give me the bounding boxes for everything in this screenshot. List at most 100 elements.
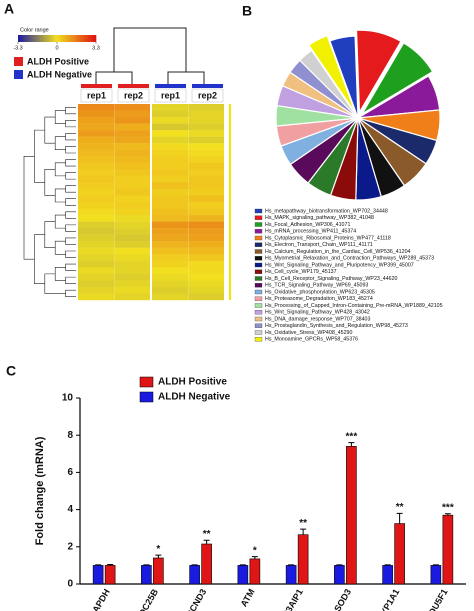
heatmap-cell: [152, 123, 189, 131]
bar: [382, 565, 393, 585]
heatmap-cell: [189, 215, 224, 222]
error-bar: [107, 563, 114, 566]
heatmap-cell: [78, 241, 115, 248]
heatmap-cell: [78, 254, 115, 261]
heatmap-cell: [152, 130, 189, 137]
colorbar-tick-label: -3.3: [13, 45, 22, 51]
row-dendrogram: [65, 263, 76, 271]
y-tick-label: 6: [67, 467, 73, 478]
heatmap-cell: [189, 267, 224, 275]
heatmap-cell: [115, 195, 150, 203]
error-bar: [95, 564, 102, 566]
legend-swatch: [254, 323, 263, 328]
bar: [104, 565, 116, 585]
heatmap-cell: [115, 273, 150, 281]
legend-swatch: [254, 229, 263, 234]
colorbar-cell: [57, 35, 60, 42]
legend-label: Hs_MAPK_signaling_pathway_WP382_41048: [265, 215, 374, 221]
column-label-box: [117, 88, 150, 103]
error-bar: [384, 564, 391, 566]
legend-label: Hs_Wnt_Signaling_Pathway_and_Pluripotenc…: [265, 262, 414, 268]
column-label-box: [80, 88, 113, 103]
heatmap-cell: [189, 202, 224, 209]
column-group-bar: [192, 84, 223, 88]
heatmap-cell: [115, 156, 150, 163]
heatmap-cell: [115, 149, 150, 157]
heatmap-cell: [78, 247, 115, 255]
significance-label: *: [156, 544, 160, 555]
heatmap-cell: [115, 208, 150, 216]
heatmap-cell: [152, 273, 189, 281]
legend-swatch: [139, 376, 154, 388]
heatmap-cell: [189, 149, 224, 157]
y-axis-label: Fold change (mRNA): [34, 436, 46, 545]
column-label: rep2: [124, 90, 143, 100]
colorbar-cell: [92, 35, 95, 42]
heatmap-cell: [78, 143, 115, 150]
heatmap-cell: [115, 241, 150, 248]
heatmap-cell: [78, 208, 115, 216]
colorbar-cell: [41, 35, 44, 42]
heatmap-cell: [152, 215, 189, 222]
row-dendrogram: [44, 169, 56, 196]
heatmap-cell: [152, 280, 189, 288]
legend-label: ALDH Positive: [27, 56, 89, 66]
bar: [141, 565, 152, 585]
colorbar-cell: [82, 35, 85, 42]
colorbar-cell: [21, 35, 25, 42]
heatmap-cell: [189, 169, 224, 177]
heatmap-cell: [115, 130, 150, 137]
pie-slice: [361, 42, 434, 115]
heatmap-cell: [152, 175, 189, 183]
heatmap-cell: [78, 110, 115, 118]
legend-swatch: [14, 70, 23, 79]
heatmap-cell: [152, 149, 189, 157]
heatmap-cell: [189, 208, 224, 216]
heatmap-cell: [152, 241, 189, 248]
error-bar: [155, 554, 162, 558]
colorbar-cell: [43, 35, 46, 42]
legend-swatch: [254, 289, 263, 295]
row-dendrogram: [65, 250, 76, 258]
heatmap-cell: [152, 143, 189, 150]
error-bar: [336, 564, 343, 566]
row-dendrogram: [65, 146, 76, 154]
heatmap-cell: [189, 247, 224, 255]
legend-swatch: [254, 215, 263, 220]
colorbar-cell: [74, 35, 77, 42]
legend-label: Hs_Processing_of_Capped_Intron-Containin…: [265, 303, 443, 309]
heatmap-cell: [78, 202, 115, 209]
heatmap-cell: [189, 293, 224, 301]
heatmap-cell: [152, 228, 189, 235]
legend-label: Hs_Electron_Transport_Chain_WP111_41171: [265, 242, 373, 248]
heatmap-cell: [189, 188, 224, 196]
y-tick-label: 0: [67, 579, 73, 590]
y-tick-label: 4: [67, 504, 73, 515]
colorbar-cell: [45, 35, 48, 42]
heatmap-cell: [189, 110, 224, 118]
legend-swatch: [254, 303, 263, 308]
colorbar-cell: [78, 35, 81, 42]
heatmap-cell: [115, 123, 150, 131]
colorbar-cell: [70, 35, 73, 42]
legend-swatch: [254, 242, 263, 247]
colorbar-cell: [27, 35, 30, 42]
column-label: rep1: [161, 90, 180, 100]
x-tick-label: CCND3: [184, 587, 208, 611]
colorbar-tick-label: 0: [55, 45, 58, 51]
colorbar-cell: [49, 35, 52, 42]
legend-label: Hs_Oxidative_phosphorylation_WP623_45305: [265, 289, 375, 295]
column-dendrogram: [95, 27, 205, 84]
heatmap-cell: [78, 175, 115, 183]
heatmap-cell: [115, 228, 150, 235]
colorbar-cell: [68, 35, 71, 42]
heatmap-cell: [78, 273, 115, 281]
row-dendrogram: [65, 133, 76, 141]
pie-slice: [308, 34, 356, 114]
colorbar-cell: [35, 35, 38, 42]
heatmap-cell: [115, 104, 150, 111]
heatmap-cell: [78, 136, 115, 144]
bar: [442, 514, 454, 585]
legend-swatch: [254, 337, 263, 342]
heatmap-cell: [78, 182, 115, 190]
